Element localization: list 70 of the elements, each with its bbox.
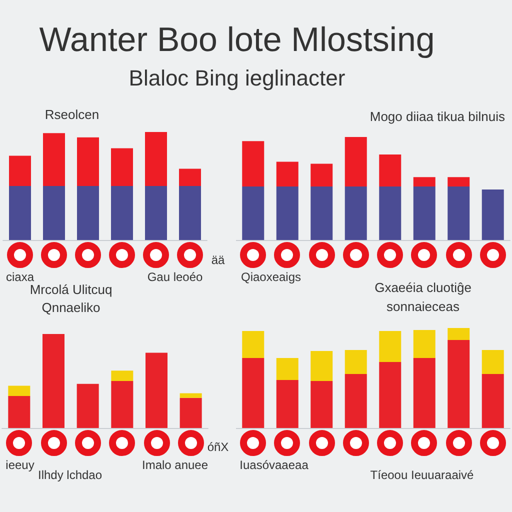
chart-title: Mrcolá Ulitcuq: [30, 282, 112, 297]
bar: [146, 352, 168, 428]
bar: [42, 334, 64, 428]
bar: [448, 328, 470, 340]
bar: [413, 358, 436, 428]
bar: [413, 330, 436, 358]
bar: [111, 381, 134, 428]
bar: [482, 374, 504, 428]
bar: [344, 186, 367, 240]
bar: [310, 186, 333, 240]
bar: [8, 386, 30, 396]
bar: [76, 384, 99, 428]
text: ciaxa: [6, 270, 34, 284]
bar: [276, 358, 298, 380]
bar: [379, 331, 402, 362]
bar: [310, 164, 333, 186]
bar: [448, 177, 470, 186]
bar: [276, 162, 298, 186]
bar: [145, 132, 167, 186]
text: Iuasóvaaeaa: [240, 458, 309, 472]
chart-title: Mogo diiaa tikua bilnuis: [370, 109, 506, 124]
bar: [448, 340, 470, 428]
bar: [180, 398, 202, 428]
bar: [448, 186, 470, 240]
bar: [276, 186, 298, 240]
bar: [482, 190, 504, 240]
bar: [43, 133, 65, 186]
text: óñX: [207, 440, 229, 454]
bar: [379, 362, 402, 428]
bar: [9, 186, 31, 240]
bar: [111, 370, 134, 381]
bar: [111, 186, 133, 240]
bar: [145, 186, 167, 240]
bar: [43, 186, 65, 240]
chart-title: Rseolcen: [44, 107, 100, 122]
text: Gau leoéo: [147, 270, 204, 284]
bar: [310, 351, 333, 381]
text: Tíeoou Ieuuaraaivé: [370, 468, 474, 482]
text: Qiaoxeaigs: [240, 270, 302, 284]
bar: [310, 381, 333, 428]
bar: [8, 396, 30, 428]
chart-subtitle: Qnnaeliko: [42, 300, 100, 315]
text: Ilhdy lchdao: [38, 468, 102, 482]
bar: [179, 186, 201, 240]
bar: [344, 137, 367, 186]
bar: [344, 374, 367, 428]
bar: [344, 350, 367, 374]
bar: [242, 141, 264, 186]
chart-subtitle: sonnaieceas: [386, 299, 460, 314]
bar: [379, 154, 402, 186]
text: Imalo anuee: [142, 458, 208, 472]
bar: [413, 177, 436, 186]
text: ieeuy: [6, 458, 34, 472]
text: Wanter Boo lote Mlostsing: [39, 21, 435, 59]
bar: [482, 350, 504, 374]
bar: [413, 186, 436, 240]
text: ää: [211, 253, 225, 267]
bar: [77, 186, 99, 240]
bar: [111, 148, 133, 186]
chart-title: Gxaeéia cluotiĝe: [374, 280, 472, 295]
bar: [180, 393, 202, 398]
text: Blaloc Bing ieglinacter: [128, 66, 346, 90]
bar: [77, 137, 99, 186]
bar: [179, 168, 201, 186]
bar: [242, 331, 264, 358]
bar: [276, 380, 298, 428]
bar: [9, 156, 31, 186]
bar: [379, 186, 402, 240]
bar: [242, 186, 264, 240]
bar: [242, 358, 264, 428]
